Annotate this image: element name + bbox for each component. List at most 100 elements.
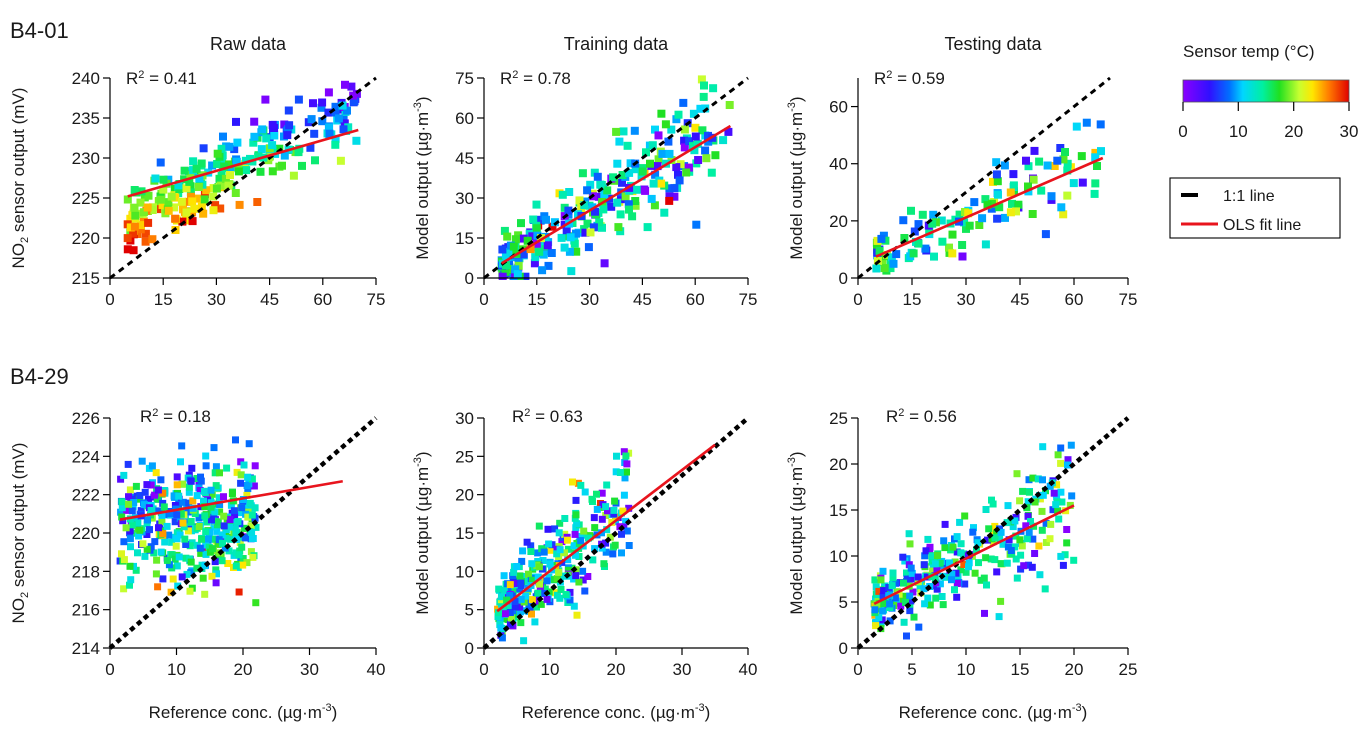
data-point [494, 613, 502, 621]
data-point [233, 138, 242, 147]
data-point [570, 542, 578, 550]
data-point [915, 623, 923, 631]
data-point [239, 561, 247, 569]
data-point [590, 514, 598, 522]
data-point [1009, 181, 1018, 190]
x-tick-label: 15 [154, 290, 173, 309]
data-point [187, 192, 195, 201]
data-point [1070, 556, 1078, 564]
data-point [120, 585, 128, 593]
data-point [620, 448, 628, 456]
data-point [670, 184, 679, 193]
data-point [222, 534, 230, 542]
data-point [1022, 156, 1030, 165]
data-point [618, 178, 626, 187]
data-point [1024, 512, 1032, 520]
data-point [1025, 488, 1033, 496]
data-point [1063, 526, 1071, 533]
data-point [256, 167, 265, 176]
data-point [199, 209, 208, 218]
data-point [622, 452, 630, 460]
data-point [641, 186, 650, 195]
x-tick-label: 30 [580, 290, 599, 309]
data-point [143, 203, 152, 212]
data-point [243, 482, 251, 489]
data-point [564, 545, 572, 553]
data-point [945, 559, 953, 567]
data-point [540, 548, 548, 556]
data-point [151, 538, 159, 546]
data-point [228, 490, 236, 497]
data-point [232, 562, 240, 570]
data-point [204, 496, 212, 504]
data-point [888, 582, 896, 590]
data-point [625, 504, 633, 512]
data-point [527, 542, 535, 550]
data-point [928, 552, 936, 560]
y-tick-label: 216 [72, 601, 100, 620]
data-point [154, 486, 162, 494]
data-point [576, 532, 584, 540]
data-point [165, 531, 173, 539]
data-point [174, 582, 182, 590]
data-point [339, 125, 348, 134]
data-point [211, 469, 219, 477]
x-tick-label: 30 [673, 660, 692, 679]
data-point [610, 510, 618, 518]
x-tick-label: 15 [527, 290, 546, 309]
data-point [331, 108, 340, 117]
data-point [907, 206, 915, 215]
data-point [560, 243, 569, 252]
data-point [704, 131, 712, 140]
data-point [556, 594, 564, 602]
data-point [1037, 186, 1046, 195]
data-point [1096, 120, 1105, 129]
data-point [151, 174, 160, 183]
data-point [886, 600, 894, 608]
data-point [580, 531, 588, 539]
data-point [1057, 552, 1065, 560]
data-point [118, 498, 126, 506]
data-point [168, 538, 176, 546]
data-point [682, 168, 691, 177]
data-point [928, 219, 937, 228]
data-point [232, 157, 241, 166]
data-point [987, 199, 996, 208]
data-point [933, 567, 941, 575]
data-point [231, 512, 239, 520]
x-tick-label: 0 [853, 660, 862, 679]
y-tick-label: 0 [465, 269, 474, 288]
data-point [209, 192, 218, 201]
r2-annotation: R2 = 0.59 [874, 69, 945, 88]
data-point [694, 156, 703, 164]
data-point [1072, 122, 1081, 131]
data-point [213, 570, 220, 578]
data-point [618, 549, 625, 557]
data-point [182, 184, 191, 193]
data-point [572, 511, 580, 519]
x-tick-label: 45 [1011, 290, 1030, 309]
data-point [903, 632, 910, 640]
data-point [119, 517, 127, 525]
data-point [579, 576, 587, 584]
data-point [240, 461, 248, 469]
data-point [581, 587, 589, 595]
data-point [251, 504, 259, 512]
data-point [886, 617, 894, 625]
data-point [148, 206, 157, 214]
data-point [126, 486, 134, 494]
data-point [535, 563, 543, 571]
colorbar-tick-label-20: 20 [1284, 122, 1303, 141]
data-point [201, 512, 209, 520]
data-point [1006, 208, 1015, 217]
data-point [626, 159, 635, 168]
data-point [938, 237, 947, 246]
data-point [193, 492, 201, 500]
data-point [606, 533, 614, 541]
data-point [1053, 493, 1061, 501]
data-point [565, 566, 572, 574]
data-point [268, 141, 277, 150]
data-point [503, 596, 511, 604]
data-point [906, 540, 914, 548]
data-point [1001, 213, 1009, 222]
